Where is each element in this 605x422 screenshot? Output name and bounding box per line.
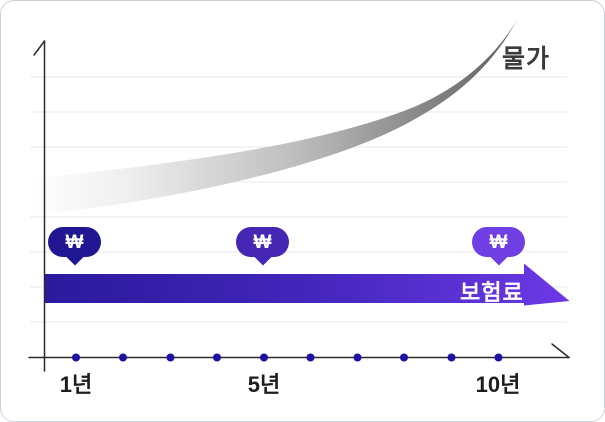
timeline-dot xyxy=(72,353,80,362)
timeline-dots xyxy=(72,353,503,362)
y-axis-arrowhead-icon xyxy=(33,40,46,56)
premium-flat-arrow xyxy=(45,263,570,306)
price-curve-band xyxy=(30,20,517,215)
timeline-dot xyxy=(260,353,268,362)
timeline-dot xyxy=(306,353,315,362)
timeline-dot xyxy=(447,353,456,362)
timeline-dot xyxy=(213,353,221,362)
won-marker-bubble-year5: ₩ xyxy=(236,227,289,266)
won-icon: ₩ xyxy=(253,231,272,253)
won-marker-bubble-year1: ₩ xyxy=(48,227,101,266)
premium-arrow-label: 보험료 xyxy=(460,280,524,305)
price-curve-label: 물가 xyxy=(502,45,551,73)
x-tick-label-10yr: 10년 xyxy=(475,372,521,397)
won-icon: ₩ xyxy=(489,231,508,253)
timeline-dot xyxy=(353,353,362,362)
x-axis-arrowhead-icon xyxy=(551,343,570,359)
timeline-dot xyxy=(119,353,127,362)
won-marker-bubble-year10: ₩ xyxy=(472,227,525,266)
timeline-dot xyxy=(400,353,408,362)
x-tick-label-5yr: 5년 xyxy=(247,372,281,397)
won-icon: ₩ xyxy=(65,231,84,253)
x-tick-label-1yr: 1년 xyxy=(59,372,93,397)
timeline-dot xyxy=(166,353,175,362)
timeline-dot xyxy=(494,353,503,362)
